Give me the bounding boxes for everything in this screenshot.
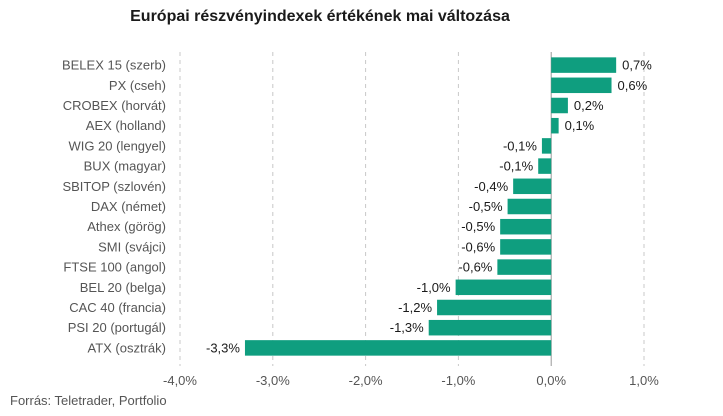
data-label: -0,4% (474, 179, 508, 194)
category-label: SMI (svájci) (98, 239, 166, 254)
bar (551, 77, 612, 94)
bar (513, 178, 552, 195)
category-label: Athex (görög) (87, 219, 166, 234)
data-label: 0,6% (618, 78, 648, 93)
category-label: PX (cseh) (109, 78, 166, 93)
category-label: CROBEX (horvát) (63, 98, 166, 113)
x-tick-label: 1,0% (629, 373, 659, 388)
bar (500, 239, 552, 255)
data-label: -1,3% (390, 320, 424, 335)
category-label: PSI 20 (portugál) (68, 320, 166, 335)
bar (455, 279, 552, 296)
x-tick-label: -4,0% (163, 373, 197, 388)
bar (428, 319, 552, 336)
bar (244, 340, 552, 356)
category-label: AEX (holland) (86, 118, 166, 133)
data-label: -0,6% (461, 239, 495, 254)
category-label: BEL 20 (belga) (80, 280, 166, 295)
category-label: BELEX 15 (szerb) (62, 58, 166, 73)
bar (500, 218, 552, 235)
category-label: BUX (magyar) (84, 159, 166, 174)
data-label: -0,5% (469, 199, 503, 214)
category-label: DAX (német) (91, 199, 166, 214)
bar (497, 259, 552, 275)
data-label: -0,5% (461, 219, 495, 234)
bar (551, 117, 559, 134)
labels: -4,0% -3,0% -2,0% -1,0% 0,0% 1,0% BELEX 15 (sz… (62, 58, 659, 388)
data-label: 0,1% (565, 118, 595, 133)
data-label: -3,3% (206, 340, 240, 355)
bar (551, 97, 568, 114)
bar (538, 158, 552, 174)
chart-title: Európai részvényindexek értékének mai vá… (130, 8, 510, 25)
data-label: -0,1% (503, 138, 537, 153)
bar (551, 57, 617, 73)
x-tick-label: 0,0% (536, 373, 566, 388)
data-label: 0,7% (622, 58, 652, 73)
data-label: -0,6% (458, 260, 492, 275)
category-label: FTSE 100 (angol) (63, 260, 166, 275)
category-label: CAC 40 (francia) (69, 300, 166, 315)
x-tick-label: -1,0% (441, 373, 475, 388)
bar (541, 138, 552, 154)
data-label: -1,0% (417, 280, 451, 295)
chart-source: Forrás: Teletrader, Portfolio (10, 393, 167, 408)
data-label: -1,2% (398, 300, 432, 315)
bar (437, 299, 552, 316)
data-label: 0,2% (574, 98, 604, 113)
category-label: WIG 20 (lengyel) (68, 138, 166, 153)
bars (244, 57, 617, 356)
data-label: -0,1% (499, 159, 533, 174)
x-tick-label: -2,0% (349, 373, 383, 388)
category-label: SBITOP (szlovén) (62, 179, 166, 194)
category-label: ATX (osztrák) (88, 340, 167, 355)
bar (507, 198, 552, 215)
x-tick-label: -3,0% (256, 373, 290, 388)
